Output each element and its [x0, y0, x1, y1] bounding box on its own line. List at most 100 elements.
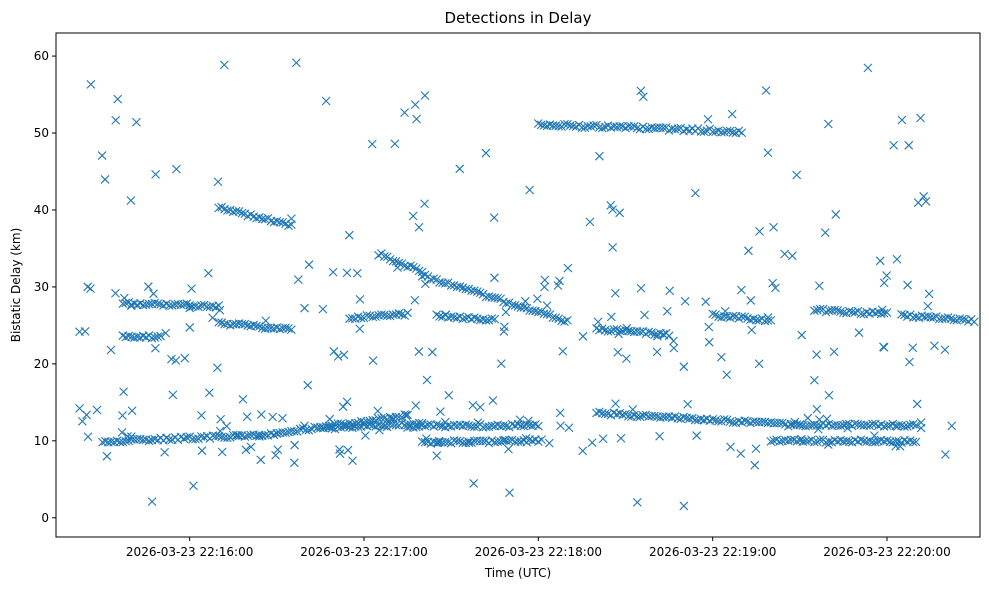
detection-marker: [947, 421, 957, 431]
detection-marker: [223, 433, 232, 443]
detection-marker: [290, 440, 300, 450]
detection-marker: [113, 94, 123, 104]
detection-marker: [356, 313, 366, 323]
detection-marker: [397, 310, 407, 319]
detection-marker: [151, 170, 160, 179]
detection-marker: [420, 421, 430, 431]
detection-marker: [900, 422, 909, 432]
detection-marker: [532, 294, 542, 304]
detection-marker: [879, 278, 889, 288]
detection-marker: [728, 128, 738, 137]
detection-marker: [929, 313, 938, 322]
detection-marker: [214, 317, 224, 327]
detection-marker: [168, 390, 178, 400]
detection-marker: [435, 407, 445, 417]
detection-marker: [560, 119, 569, 129]
detection-marker: [916, 418, 926, 427]
detection-marker: [692, 431, 702, 440]
detection-marker: [179, 434, 189, 444]
detection-marker: [632, 123, 642, 133]
detection-marker: [632, 497, 642, 507]
detection-marker: [185, 323, 195, 332]
detection-marker: [409, 262, 418, 272]
detection-marker: [875, 256, 885, 266]
detection-marker: [908, 437, 918, 447]
detection-marker: [578, 446, 588, 456]
detection-marker: [636, 86, 646, 96]
detection-marker: [231, 206, 241, 216]
detection-marker: [618, 410, 627, 420]
detection-marker: [496, 359, 506, 369]
detection-marker: [540, 282, 549, 292]
detection-marker: [472, 287, 482, 297]
detection-marker: [913, 198, 923, 208]
detection-marker: [111, 288, 120, 298]
detection-marker: [533, 119, 543, 128]
detection-marker: [286, 325, 296, 334]
detection-marker: [726, 442, 735, 452]
detection-marker: [669, 336, 678, 346]
detection-marker: [606, 312, 616, 322]
detection-marker: [377, 421, 386, 431]
detection-marker: [164, 435, 174, 445]
detection-marker: [126, 196, 136, 205]
detection-marker: [281, 428, 290, 438]
detection-marker: [680, 296, 690, 306]
detection-marker: [708, 309, 718, 319]
detection-marker: [126, 301, 136, 311]
detection-marker: [401, 410, 411, 420]
detection-marker: [809, 437, 819, 447]
detection-marker: [930, 341, 939, 351]
detection-marker: [233, 430, 242, 440]
detection-marker: [464, 421, 473, 430]
detection-marker: [717, 352, 726, 362]
detection-marker: [408, 211, 418, 221]
detection-marker: [411, 422, 421, 432]
detection-marker: [429, 274, 439, 283]
y-tick-label: 40: [34, 203, 49, 217]
detection-marker: [750, 460, 760, 470]
detection-marker: [528, 306, 537, 316]
detection-marker: [375, 425, 384, 435]
detection-marker: [355, 295, 365, 304]
detection-marker: [348, 456, 357, 466]
detection-marker: [481, 315, 491, 325]
detection-marker: [882, 435, 892, 445]
detection-marker: [382, 422, 392, 432]
detection-marker: [300, 421, 309, 431]
detection-marker: [300, 303, 309, 313]
detection-marker: [958, 314, 967, 324]
detection-marker: [149, 289, 158, 299]
detection-marker: [488, 396, 498, 405]
chart-title: Detections in Delay: [445, 9, 592, 27]
detection-marker: [400, 108, 409, 117]
detection-marker: [844, 306, 854, 316]
detection-marker: [121, 298, 131, 308]
detection-marker: [594, 407, 604, 417]
detection-marker: [644, 327, 654, 337]
detection-marker: [578, 331, 588, 341]
detection-marker: [540, 275, 550, 285]
detection-marker: [254, 430, 264, 440]
detection-marker: [556, 421, 565, 431]
detection-marker: [641, 410, 651, 420]
detection-marker: [797, 434, 806, 444]
detection-marker: [269, 430, 279, 440]
detection-marker: [597, 123, 607, 133]
detection-marker: [565, 121, 575, 130]
detection-marker: [335, 449, 345, 459]
detection-marker: [504, 444, 513, 454]
detection-marker: [394, 412, 404, 422]
detection-marker: [754, 359, 764, 369]
detection-marker: [293, 275, 303, 285]
detection-marker: [679, 412, 689, 422]
detection-marker: [763, 313, 773, 322]
detection-marker: [219, 60, 229, 70]
detection-marker: [321, 96, 331, 106]
detection-marker: [446, 281, 456, 290]
detection-marker: [714, 126, 723, 135]
detection-marker: [515, 415, 525, 425]
detection-marker: [327, 423, 337, 433]
detection-marker: [255, 213, 264, 222]
detection-marker: [325, 414, 335, 424]
